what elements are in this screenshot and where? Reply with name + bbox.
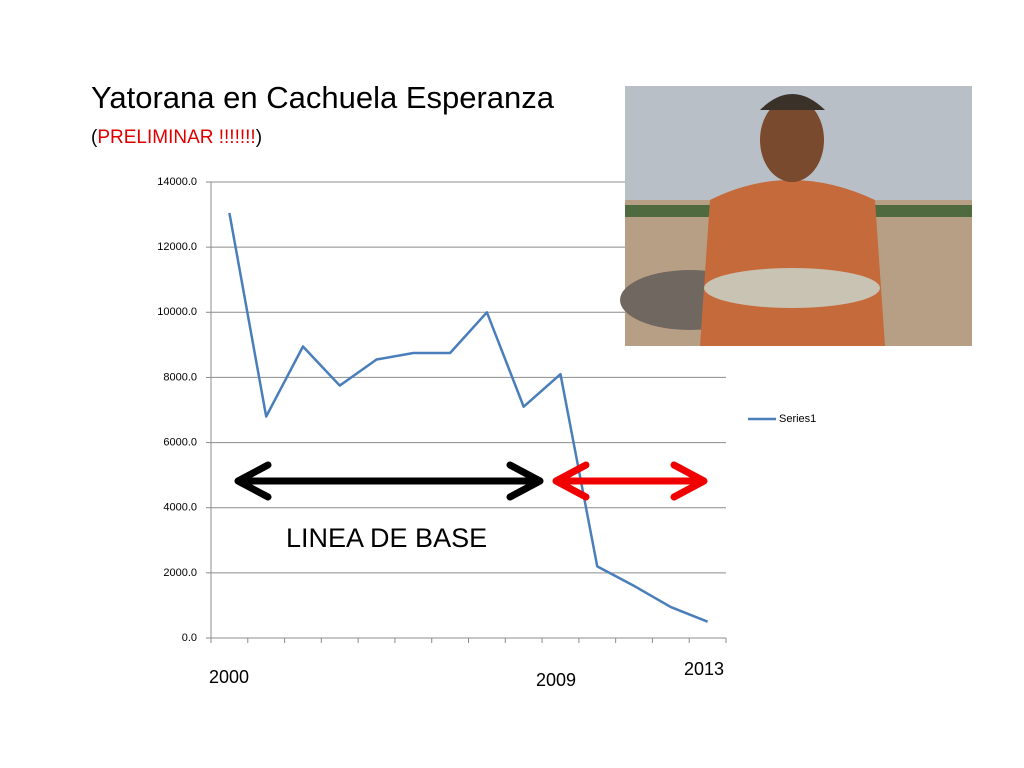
chart-title: Yatorana en Cachuela Esperanza	[91, 80, 555, 115]
y-tick-label: 8000.0	[163, 371, 197, 383]
annotation: 2000	[209, 667, 249, 687]
y-tick-label: 2000.0	[163, 567, 197, 579]
annotation: 2013	[684, 659, 724, 679]
series-line	[228, 212, 709, 623]
subtitle-part: )	[256, 127, 262, 148]
y-tick-label: 6000.0	[163, 436, 197, 448]
baseline-arrow	[234, 461, 544, 501]
subtitle-part: (	[91, 127, 98, 148]
photo	[620, 86, 972, 346]
legend-label: Series1	[779, 413, 816, 425]
subtitle-part: PRELIMINAR !!!!!!!	[97, 127, 255, 148]
y-tick-label: 4000.0	[163, 502, 197, 514]
annotation: 2009	[536, 670, 576, 690]
y-tick-label: 14000.0	[157, 176, 197, 188]
chart-subtitle: (PRELIMINAR !!!!!!!)	[91, 127, 262, 148]
y-tick-label: 10000.0	[157, 306, 197, 318]
y-tick-label: 12000.0	[157, 241, 197, 253]
annotation: LINEA DE BASE	[286, 523, 487, 553]
plot: 0.0 2000.0 4000.0 6000.0 8000.0 10000.0 12000.…	[157, 176, 816, 644]
project-arrow	[552, 461, 708, 501]
y-tick-label: 0.0	[182, 632, 197, 644]
